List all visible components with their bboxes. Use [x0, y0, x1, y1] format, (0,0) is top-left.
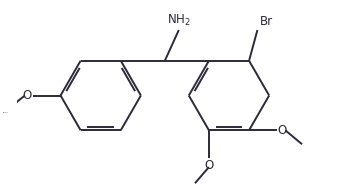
Text: NH$_2$: NH$_2$: [167, 13, 191, 28]
Text: O: O: [204, 159, 214, 172]
Text: methoxy: methoxy: [3, 112, 9, 113]
Text: Br: Br: [260, 15, 273, 28]
Text: O: O: [23, 89, 32, 102]
Text: O: O: [277, 124, 287, 137]
